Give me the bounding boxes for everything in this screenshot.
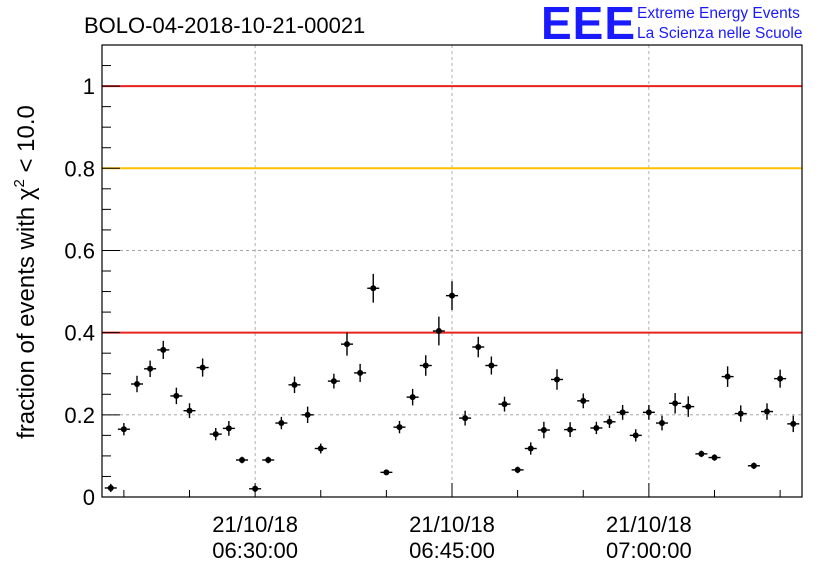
data-point [764, 408, 770, 415]
data-point [409, 394, 416, 401]
data-point [619, 409, 626, 416]
y-tick-label: 0.6 [64, 238, 95, 263]
data-point [580, 397, 587, 404]
data-point [724, 373, 731, 380]
data-point [330, 378, 337, 385]
data-point [790, 420, 797, 427]
data-point [527, 445, 534, 452]
data-point [225, 425, 232, 432]
y-axis-labels: 0 0.2 0.4 0.6 0.8 1 [64, 74, 95, 510]
data-points [104, 273, 800, 493]
y-tick-label: 0 [83, 485, 95, 510]
data-point [265, 457, 272, 464]
data-point [672, 400, 679, 407]
data-point [659, 420, 665, 427]
data-point [107, 484, 114, 491]
data-point [304, 411, 311, 418]
data-point [278, 420, 285, 427]
data-point [199, 364, 206, 371]
data-point [645, 409, 652, 416]
data-point [147, 365, 154, 372]
data-point [488, 362, 495, 369]
x-tick-label-date: 21/10/18 [606, 512, 692, 537]
data-point [173, 392, 180, 399]
data-point [475, 344, 482, 351]
axis-ticks [102, 65, 781, 498]
x-axis-labels: 21/10/1806:30:0021/10/1806:45:0021/10/18… [212, 512, 691, 563]
data-point [239, 457, 245, 464]
x-tick-label-time: 06:30:00 [212, 538, 298, 563]
y-tick-label: 1 [83, 74, 95, 99]
data-point [134, 381, 140, 387]
y-axis-title: fraction of events with χ2 < 10.0 [11, 105, 40, 439]
y-axis-title-suffix: < 10.0 [13, 105, 40, 179]
data-point [777, 375, 784, 382]
data-point [685, 403, 692, 410]
data-point [383, 469, 390, 476]
data-point [344, 341, 350, 348]
x-tick-label-time: 06:45:00 [409, 538, 495, 563]
eee-logo: EEE Extreme Energy Events La Scienza nel… [541, 0, 802, 49]
data-point [396, 424, 403, 431]
data-point [554, 376, 560, 383]
data-point [501, 401, 508, 408]
eee-logo-line1: Extreme Energy Events [637, 5, 800, 22]
data-point [160, 346, 167, 353]
data-point [567, 426, 574, 433]
x-tick-label-date: 21/10/18 [409, 512, 495, 537]
data-point [186, 407, 193, 414]
data-point [370, 285, 377, 292]
data-point [737, 410, 744, 417]
y-axis-title-prefix: fraction of events with χ [13, 187, 40, 439]
data-point [449, 292, 455, 299]
y-axis-title-sup: 2 [11, 179, 28, 187]
y-tick-label: 0.4 [64, 321, 95, 346]
data-point [462, 415, 469, 422]
reference-lines [102, 85, 802, 334]
grid-layer [102, 45, 802, 497]
data-point [514, 466, 521, 473]
data-point [357, 369, 364, 376]
chart-title: BOLO-04-2018-10-21-00021 [84, 13, 365, 38]
data-point [606, 418, 613, 425]
y-tick-label: 0.2 [64, 403, 95, 428]
data-point [593, 424, 600, 431]
y-tick-label: 0.8 [64, 156, 95, 181]
data-point [540, 427, 547, 434]
x-tick-label-time: 07:00:00 [606, 538, 692, 563]
data-point [317, 445, 324, 452]
x-tick-label-date: 21/10/18 [212, 512, 298, 537]
eee-logo-mark: EEE [541, 0, 636, 49]
data-point [632, 432, 639, 439]
data-point [291, 381, 298, 388]
data-point [422, 362, 429, 369]
eee-logo-line2: La Scienza nelle Scuole [637, 25, 802, 42]
data-point [711, 454, 718, 461]
data-point [120, 426, 127, 433]
data-point [212, 431, 219, 438]
data-point [750, 462, 757, 469]
data-point [435, 327, 442, 334]
data-point [698, 450, 705, 457]
